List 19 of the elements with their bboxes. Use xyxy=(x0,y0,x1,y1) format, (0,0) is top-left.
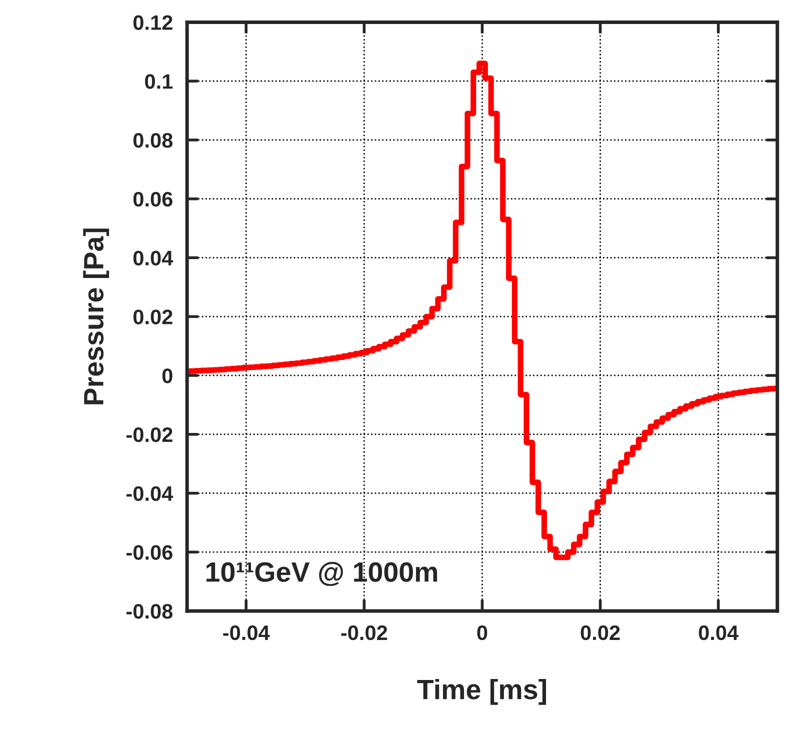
y-tick-label: 0.04 xyxy=(133,250,174,266)
x-tick-label: 0 xyxy=(477,625,488,640)
y-tick-label: -0.06 xyxy=(126,545,172,560)
y-tick-label: -0.08 xyxy=(126,604,173,619)
y-tick-label: 0.08 xyxy=(133,132,173,148)
x-axis-title: Time [ms] xyxy=(417,678,546,705)
annotation: 10¹¹GeV @ 1000m xyxy=(206,562,438,586)
x-tick-label: 0.02 xyxy=(580,625,620,640)
x-tick-label: 0.04 xyxy=(698,625,738,640)
x-tick-label: -0.02 xyxy=(341,625,388,640)
y-tick-label: 0.12 xyxy=(133,15,172,30)
y-tick-label: -0.02 xyxy=(126,427,172,442)
y-tick-label: 0 xyxy=(162,368,172,384)
y-axis-title: Pressure [Pa] xyxy=(83,228,110,404)
y-tick-label: 0.1 xyxy=(145,74,173,89)
y-tick-label: 0.02 xyxy=(133,310,172,324)
x-tick-label: -0.04 xyxy=(223,625,270,640)
y-tick-label: 0.06 xyxy=(133,192,172,207)
y-tick-label: -0.04 xyxy=(126,486,174,501)
